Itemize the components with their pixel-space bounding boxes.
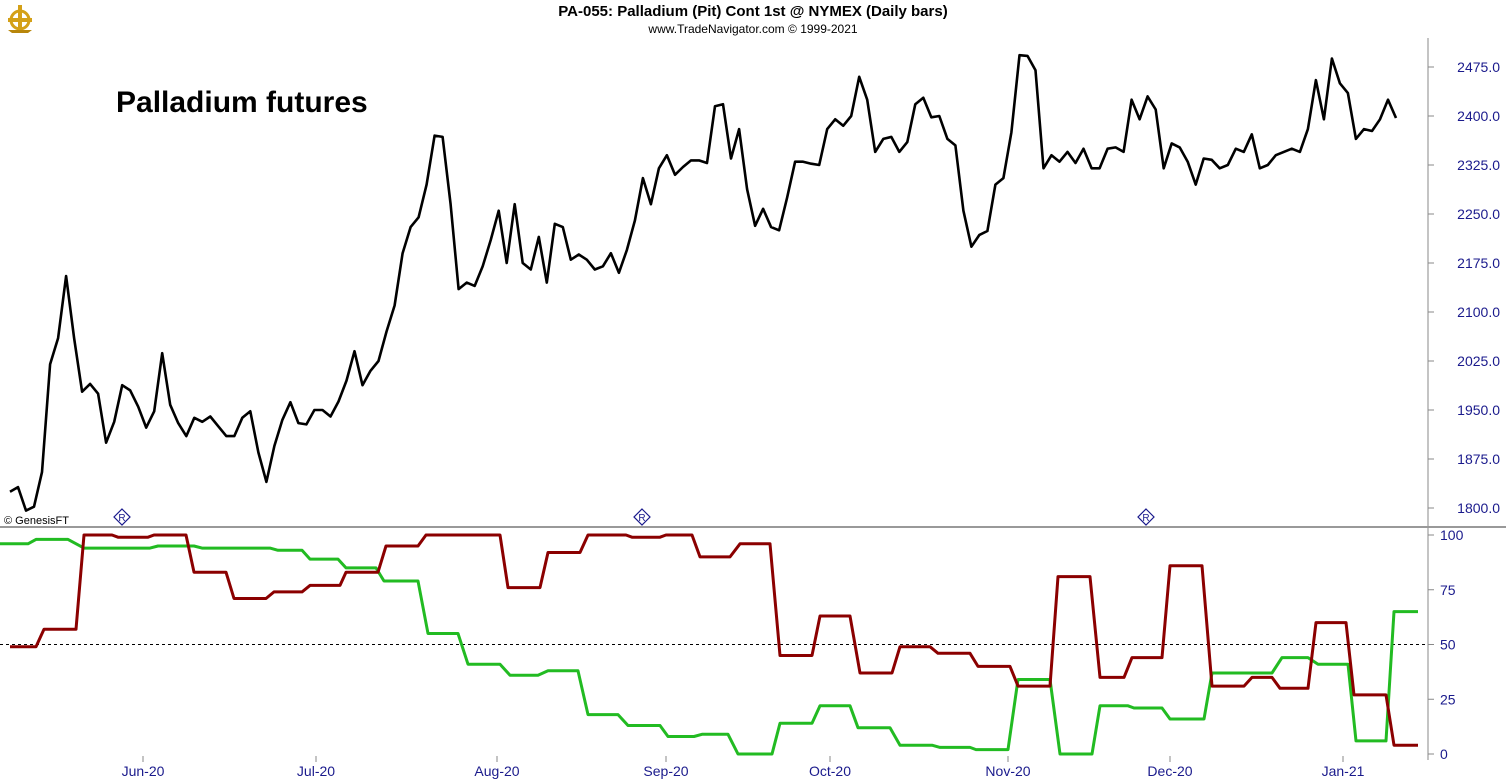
price-tick-label: 2025.0 <box>1457 353 1500 369</box>
price-tick-label: 1875.0 <box>1457 451 1500 467</box>
rollover-diamond-icon: R <box>1137 508 1155 526</box>
price-tick-label: 2175.0 <box>1457 255 1500 271</box>
marker-label: R <box>118 513 125 524</box>
marker-label: R <box>638 513 645 524</box>
x-tick-label: Jan-21 <box>1322 763 1365 779</box>
data-credit: © GenesisFT <box>4 515 69 527</box>
price-tick-label: 2100.0 <box>1457 304 1500 320</box>
x-tick-label: Nov-20 <box>985 763 1030 779</box>
osc-tick-label: 0 <box>1440 746 1448 762</box>
marker-diamond <box>1137 508 1155 526</box>
x-tick-label: Aug-20 <box>474 763 519 779</box>
price-tick-label: 2400.0 <box>1457 108 1500 124</box>
chart-subtitle: www.TradeNavigator.com © 1999-2021 <box>648 22 858 36</box>
rollover-diamond-icon: R <box>113 508 131 526</box>
x-tick-label: Sep-20 <box>643 763 688 779</box>
chart-header: PA-055: Palladium (Pit) Cont 1st @ NYMEX… <box>0 0 1506 38</box>
x-tick-label: Oct-20 <box>809 763 851 779</box>
price-tick-label: 2325.0 <box>1457 157 1500 173</box>
price-tick-label: 2250.0 <box>1457 206 1500 222</box>
x-tick-label: Jun-20 <box>122 763 165 779</box>
price-panel <box>9 53 1398 512</box>
price-tick-label: 1950.0 <box>1457 402 1500 418</box>
osc-tick-label: 100 <box>1440 527 1464 543</box>
trade-navigator-logo-icon <box>8 5 32 33</box>
osc-tick-label: 25 <box>1440 691 1456 707</box>
price-tick-label: 2475.0 <box>1457 59 1500 75</box>
marker-diamond <box>113 508 131 526</box>
green-series-line <box>0 537 1418 756</box>
red-series-line <box>10 533 1418 747</box>
price-tick-label: 1800.0 <box>1457 500 1500 516</box>
osc-tick-label: 75 <box>1440 582 1456 598</box>
marker-label: R <box>1142 513 1149 524</box>
x-tick-label: Dec-20 <box>1147 763 1192 779</box>
x-tick-label: Jul-20 <box>297 763 335 779</box>
axes: 2475.0 2400.0 2325.0 2250.0 2175.0 2100.0 2025… <box>122 59 1501 779</box>
rollover-diamond-icon: R <box>633 508 651 526</box>
oscillator-panel <box>0 533 1428 756</box>
osc-tick-label: 50 <box>1440 637 1456 653</box>
price-line <box>9 53 1398 512</box>
chart-annotation: Palladium futures <box>116 86 368 119</box>
marker-diamond <box>633 508 651 526</box>
chart-title: PA-055: Palladium (Pit) Cont 1st @ NYMEX… <box>558 3 948 20</box>
